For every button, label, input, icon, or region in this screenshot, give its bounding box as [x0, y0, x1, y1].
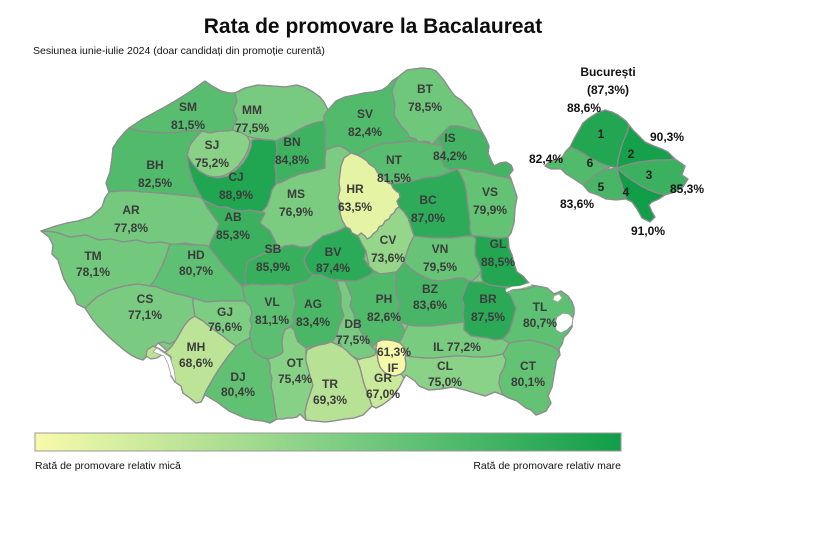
svg-text:81,5%: 81,5%: [377, 171, 411, 185]
svg-text:77,5%: 77,5%: [336, 333, 370, 347]
svg-text:GR: GR: [374, 371, 392, 385]
svg-text:BN: BN: [283, 135, 300, 149]
svg-text:5: 5: [598, 180, 605, 194]
svg-text:78,5%: 78,5%: [408, 100, 442, 114]
svg-text:AB: AB: [224, 210, 242, 224]
svg-text:6: 6: [587, 156, 594, 170]
svg-text:84,8%: 84,8%: [275, 153, 309, 167]
svg-text:AG: AG: [304, 297, 322, 311]
svg-text:CV: CV: [380, 233, 397, 247]
svg-text:Rată de promovare relativ mare: Rată de promovare relativ mare: [473, 460, 621, 472]
svg-text:75,4%: 75,4%: [278, 372, 312, 386]
svg-text:1: 1: [598, 127, 605, 141]
svg-text:OT: OT: [287, 356, 304, 370]
svg-text:TL: TL: [533, 300, 548, 314]
svg-text:83,6%: 83,6%: [413, 298, 447, 312]
svg-text:75,0%: 75,0%: [428, 375, 462, 389]
svg-text:77,8%: 77,8%: [114, 221, 148, 235]
svg-text:BR: BR: [479, 292, 497, 306]
svg-text:88,5%: 88,5%: [481, 255, 515, 269]
svg-text:CT: CT: [520, 359, 537, 373]
svg-text:AR: AR: [122, 203, 140, 217]
svg-text:85,3%: 85,3%: [670, 182, 704, 196]
svg-text:BT: BT: [417, 82, 434, 96]
svg-text:BH: BH: [146, 158, 163, 172]
svg-text:CL: CL: [437, 359, 453, 373]
svg-text:80,7%: 80,7%: [523, 316, 557, 330]
svg-text:DJ: DJ: [230, 370, 245, 384]
svg-text:67,0%: 67,0%: [366, 387, 400, 401]
svg-text:HR: HR: [346, 182, 364, 196]
svg-text:80,4%: 80,4%: [221, 385, 255, 399]
svg-text:CJ: CJ: [228, 170, 243, 184]
svg-text:HD: HD: [187, 248, 205, 262]
svg-text:80,7%: 80,7%: [179, 264, 213, 278]
svg-text:MH: MH: [187, 340, 206, 354]
svg-text:NT: NT: [386, 153, 403, 167]
svg-text:82,6%: 82,6%: [367, 310, 401, 324]
svg-text:90,3%: 90,3%: [650, 130, 684, 144]
svg-text:88,9%: 88,9%: [219, 188, 253, 202]
svg-text:VN: VN: [432, 242, 449, 256]
svg-text:78,1%: 78,1%: [76, 265, 110, 279]
svg-text:SM: SM: [179, 100, 197, 114]
svg-text:77,1%: 77,1%: [128, 308, 162, 322]
svg-text:87,4%: 87,4%: [316, 261, 350, 275]
svg-text:87,0%: 87,0%: [411, 211, 445, 225]
svg-text:(87,3%): (87,3%): [587, 83, 629, 97]
svg-text:63,5%: 63,5%: [338, 200, 372, 214]
svg-text:Rată de promovare relativ mică: Rată de promovare relativ mică: [35, 460, 181, 472]
svg-text:82,4%: 82,4%: [529, 152, 563, 166]
svg-text:TR: TR: [322, 377, 338, 391]
svg-text:3: 3: [646, 168, 653, 182]
svg-text:85,9%: 85,9%: [256, 260, 290, 274]
svg-text:București: București: [580, 65, 635, 79]
svg-text:68,6%: 68,6%: [179, 356, 213, 370]
svg-text:83,6%: 83,6%: [560, 197, 594, 211]
svg-text:SB: SB: [265, 242, 282, 256]
svg-text:76,9%: 76,9%: [279, 205, 313, 219]
svg-text:VS: VS: [482, 185, 498, 199]
svg-text:DB: DB: [344, 317, 362, 331]
svg-text:BV: BV: [325, 245, 342, 259]
svg-text:4: 4: [623, 185, 630, 199]
svg-text:IL 77,2%: IL 77,2%: [433, 340, 481, 354]
svg-text:BC: BC: [419, 193, 437, 207]
svg-text:SJ: SJ: [205, 138, 220, 152]
svg-text:80,1%: 80,1%: [511, 375, 545, 389]
svg-text:VL: VL: [264, 295, 279, 309]
svg-text:TM: TM: [84, 249, 101, 263]
svg-text:77,5%: 77,5%: [235, 121, 269, 135]
svg-text:IS: IS: [444, 131, 455, 145]
svg-text:87,5%: 87,5%: [471, 310, 505, 324]
svg-text:73,6%: 73,6%: [371, 251, 405, 265]
svg-text:GJ: GJ: [217, 305, 233, 319]
svg-text:81,5%: 81,5%: [171, 118, 205, 132]
svg-text:79,5%: 79,5%: [423, 260, 457, 274]
svg-text:79,9%: 79,9%: [473, 203, 507, 217]
svg-text:82,4%: 82,4%: [348, 125, 382, 139]
svg-text:84,2%: 84,2%: [433, 149, 467, 163]
svg-text:85,3%: 85,3%: [216, 228, 250, 242]
svg-text:2: 2: [628, 147, 635, 161]
svg-text:75,2%: 75,2%: [195, 156, 229, 170]
svg-text:MM: MM: [242, 103, 262, 117]
svg-text:CS: CS: [137, 292, 154, 306]
svg-text:76,6%: 76,6%: [208, 320, 242, 334]
svg-text:BZ: BZ: [422, 282, 438, 296]
svg-text:SV: SV: [357, 107, 373, 121]
svg-text:PH: PH: [376, 292, 393, 306]
svg-text:IF: IF: [388, 361, 399, 375]
svg-text:82,5%: 82,5%: [138, 176, 172, 190]
svg-text:83,4%: 83,4%: [296, 315, 330, 329]
svg-text:81,1%: 81,1%: [255, 313, 289, 327]
svg-text:69,3%: 69,3%: [313, 393, 347, 407]
svg-text:61,3%: 61,3%: [377, 345, 411, 359]
svg-text:MS: MS: [287, 187, 305, 201]
svg-text:GL: GL: [490, 237, 507, 251]
svg-text:91,0%: 91,0%: [631, 224, 665, 238]
svg-text:88,6%: 88,6%: [567, 101, 601, 115]
